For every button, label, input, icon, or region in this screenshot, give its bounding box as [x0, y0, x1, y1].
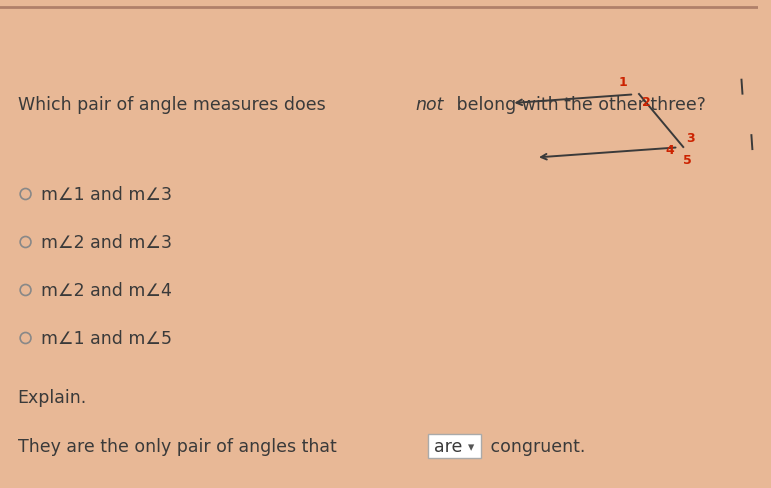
Text: m∠2 and m∠3: m∠2 and m∠3	[42, 234, 172, 251]
Text: m∠1 and m∠3: m∠1 and m∠3	[42, 185, 172, 203]
Text: 2: 2	[642, 96, 651, 109]
Text: They are the only pair of angles that: They are the only pair of angles that	[18, 437, 342, 455]
Text: Explain.: Explain.	[18, 388, 87, 406]
Text: congruent.: congruent.	[485, 437, 585, 455]
Text: 4: 4	[665, 143, 674, 156]
Text: belong with the other three?: belong with the other three?	[451, 96, 706, 114]
Text: m∠1 and m∠5: m∠1 and m∠5	[42, 329, 172, 347]
Text: are: are	[434, 437, 463, 455]
Text: 5: 5	[683, 153, 692, 166]
Text: Which pair of angle measures does: Which pair of angle measures does	[18, 96, 331, 114]
Text: not: not	[415, 96, 443, 114]
Text: 1: 1	[619, 76, 628, 89]
Text: 3: 3	[686, 131, 695, 144]
Text: ▾: ▾	[468, 441, 475, 453]
Text: m∠2 and m∠4: m∠2 and m∠4	[42, 282, 172, 299]
FancyBboxPatch shape	[428, 434, 481, 458]
